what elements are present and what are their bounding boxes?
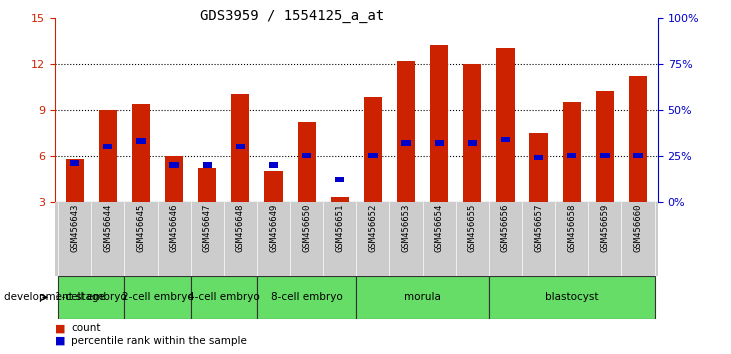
Bar — [191, 276, 257, 319]
Text: GSM456659: GSM456659 — [600, 204, 610, 252]
Text: GSM456651: GSM456651 — [336, 204, 344, 252]
Bar — [629, 76, 647, 202]
Bar — [265, 171, 283, 202]
Bar — [600, 153, 610, 159]
Bar — [463, 64, 482, 202]
Bar — [66, 159, 84, 202]
Text: blastocyst: blastocyst — [545, 292, 599, 302]
Text: GSM456647: GSM456647 — [202, 204, 212, 252]
Text: GSM456655: GSM456655 — [468, 204, 477, 252]
Text: GDS3959 / 1554125_a_at: GDS3959 / 1554125_a_at — [200, 9, 385, 23]
Bar — [235, 144, 245, 149]
Bar — [335, 177, 344, 182]
Text: GSM456644: GSM456644 — [103, 204, 113, 252]
Bar — [563, 102, 581, 202]
Bar — [137, 138, 145, 144]
Bar — [99, 110, 117, 202]
Text: GSM456654: GSM456654 — [435, 204, 444, 252]
Bar — [170, 162, 179, 168]
Bar — [401, 140, 411, 145]
Bar — [202, 162, 212, 168]
Text: GSM456649: GSM456649 — [269, 204, 278, 252]
Text: development stage: development stage — [4, 292, 105, 302]
Bar — [132, 104, 150, 202]
Bar — [364, 97, 382, 202]
Bar — [356, 276, 489, 319]
Bar — [368, 153, 378, 159]
Text: GSM456645: GSM456645 — [137, 204, 145, 252]
Bar — [231, 95, 249, 202]
Bar — [198, 168, 216, 202]
Bar — [269, 162, 279, 168]
Text: GSM456652: GSM456652 — [368, 204, 377, 252]
Bar — [596, 91, 614, 202]
Text: GSM456650: GSM456650 — [302, 204, 311, 252]
Text: morula: morula — [404, 292, 441, 302]
Text: 8-cell embryo: 8-cell embryo — [270, 292, 343, 302]
Text: GSM456653: GSM456653 — [401, 204, 411, 252]
Bar — [257, 276, 356, 319]
Bar — [489, 276, 654, 319]
Text: GSM456658: GSM456658 — [567, 204, 576, 252]
Text: GSM456648: GSM456648 — [236, 204, 245, 252]
Bar — [534, 155, 543, 160]
Text: 2-cell embryo: 2-cell embryo — [121, 292, 194, 302]
Text: 1-cell embryo: 1-cell embryo — [56, 292, 127, 302]
Text: ■: ■ — [55, 336, 65, 346]
Text: ■: ■ — [55, 323, 65, 333]
Text: GSM456657: GSM456657 — [534, 204, 543, 252]
Bar — [58, 276, 124, 319]
Bar — [330, 197, 349, 202]
Text: GSM456646: GSM456646 — [170, 204, 178, 252]
Bar — [529, 133, 548, 202]
Text: count: count — [71, 323, 100, 333]
Bar — [468, 140, 477, 145]
Bar — [434, 140, 444, 145]
Text: GSM456656: GSM456656 — [501, 204, 510, 252]
Bar — [103, 144, 113, 149]
Bar — [298, 122, 316, 202]
Bar — [70, 160, 80, 166]
Bar — [633, 153, 643, 159]
Text: percentile rank within the sample: percentile rank within the sample — [71, 336, 247, 346]
Text: GSM456660: GSM456660 — [634, 204, 643, 252]
Bar — [496, 48, 515, 202]
Bar — [567, 153, 576, 159]
Text: GSM456643: GSM456643 — [70, 204, 79, 252]
Bar — [302, 153, 311, 159]
Bar — [124, 276, 191, 319]
Bar — [430, 45, 448, 202]
Text: 4-cell embryo: 4-cell embryo — [188, 292, 260, 302]
Bar — [165, 156, 183, 202]
Bar — [397, 61, 415, 202]
Bar — [501, 137, 510, 142]
